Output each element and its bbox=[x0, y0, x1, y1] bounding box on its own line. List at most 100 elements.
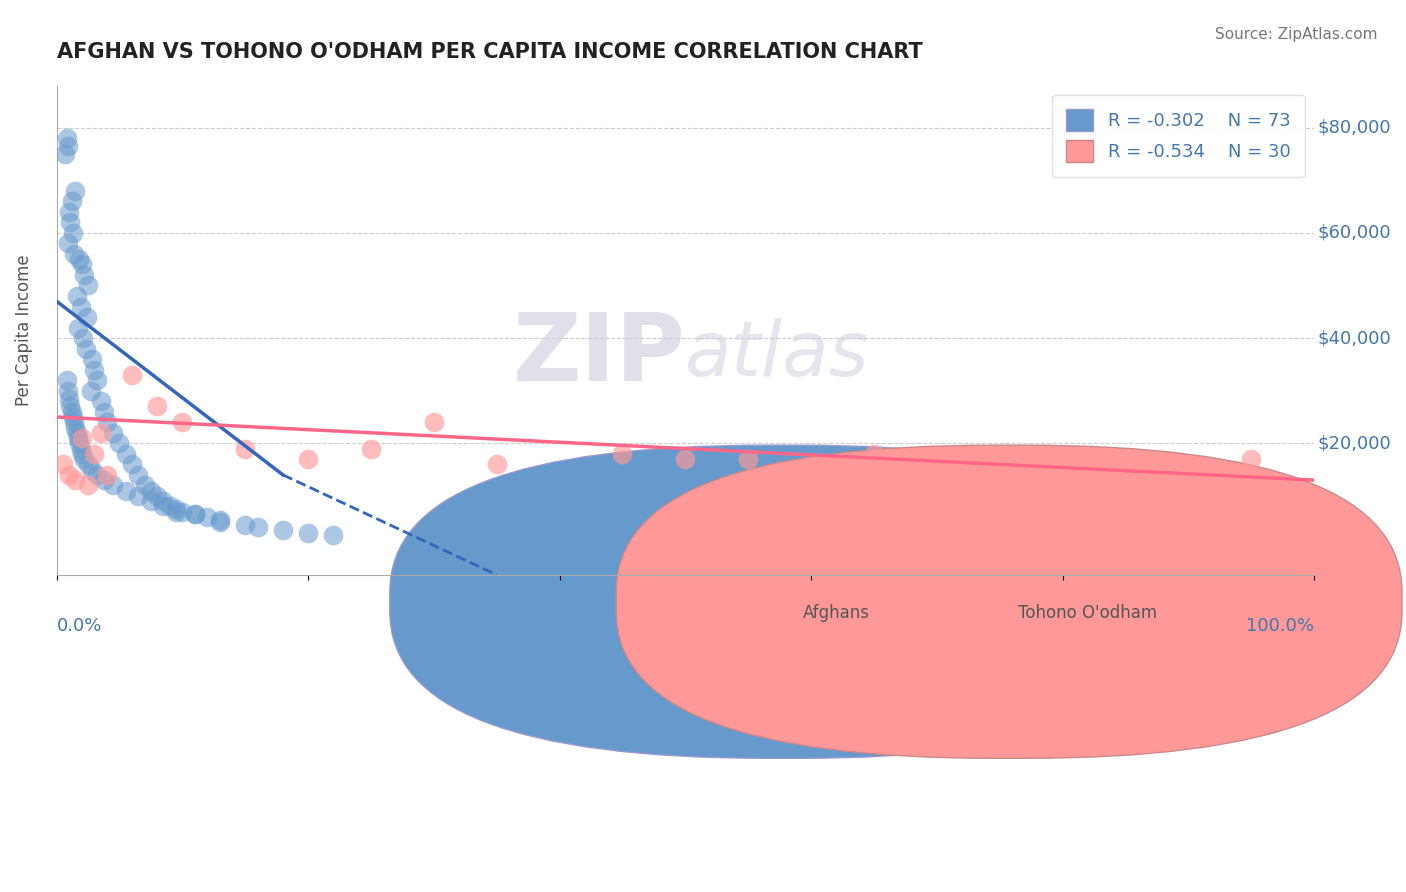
Y-axis label: Per Capita Income: Per Capita Income bbox=[15, 254, 32, 406]
Point bbox=[83, 362, 105, 376]
Text: 100.0%: 100.0% bbox=[1246, 617, 1315, 635]
Point bbox=[80, 462, 103, 476]
Point bbox=[172, 415, 194, 429]
Point bbox=[1240, 452, 1263, 467]
Point bbox=[271, 523, 294, 537]
Point bbox=[56, 236, 79, 251]
Point bbox=[988, 452, 1011, 467]
Point bbox=[360, 442, 382, 456]
Point bbox=[900, 467, 922, 482]
Point bbox=[65, 420, 87, 434]
Point bbox=[233, 442, 256, 456]
Point bbox=[52, 458, 75, 472]
Point bbox=[103, 478, 125, 492]
Point bbox=[121, 458, 143, 472]
Point bbox=[63, 415, 86, 429]
Point bbox=[70, 431, 93, 445]
Point bbox=[60, 194, 83, 209]
Point bbox=[612, 447, 634, 461]
Point bbox=[423, 415, 446, 429]
Point bbox=[114, 483, 136, 498]
Text: $40,000: $40,000 bbox=[1317, 329, 1392, 347]
Text: Tohono O'odham: Tohono O'odham bbox=[1018, 604, 1157, 623]
Point bbox=[63, 247, 86, 261]
Point bbox=[297, 525, 319, 540]
Point bbox=[66, 320, 89, 334]
Point bbox=[70, 447, 93, 461]
Point bbox=[73, 452, 96, 467]
Point bbox=[69, 300, 91, 314]
Point bbox=[77, 458, 100, 472]
Point bbox=[62, 409, 84, 424]
Point bbox=[62, 226, 84, 240]
Text: ZIP: ZIP bbox=[512, 309, 685, 401]
Point bbox=[66, 289, 89, 303]
Point bbox=[90, 425, 112, 440]
Point bbox=[172, 505, 194, 519]
FancyBboxPatch shape bbox=[389, 445, 1175, 758]
Point bbox=[77, 478, 100, 492]
Point bbox=[55, 373, 77, 387]
Point bbox=[246, 520, 269, 534]
Point bbox=[56, 139, 79, 153]
Point bbox=[146, 400, 169, 414]
Point bbox=[925, 458, 948, 472]
Point bbox=[65, 184, 87, 198]
Point bbox=[1026, 478, 1049, 492]
Legend: R = -0.302    N = 73, R = -0.534    N = 30: R = -0.302 N = 73, R = -0.534 N = 30 bbox=[1052, 95, 1305, 177]
Point bbox=[114, 447, 136, 461]
Point bbox=[152, 494, 174, 508]
Point bbox=[165, 505, 187, 519]
Point bbox=[233, 517, 256, 532]
Point bbox=[58, 392, 80, 406]
Point bbox=[134, 478, 156, 492]
Text: Source: ZipAtlas.com: Source: ZipAtlas.com bbox=[1215, 27, 1378, 42]
Point bbox=[56, 384, 79, 398]
Point bbox=[55, 147, 77, 161]
Point bbox=[108, 436, 131, 450]
Point bbox=[86, 467, 108, 482]
Point bbox=[93, 473, 115, 487]
Point bbox=[209, 515, 232, 529]
Point bbox=[69, 442, 91, 456]
Point bbox=[80, 352, 103, 367]
Point bbox=[66, 431, 89, 445]
Point bbox=[139, 494, 162, 508]
Point bbox=[96, 415, 118, 429]
Point bbox=[127, 489, 149, 503]
Point bbox=[1177, 473, 1199, 487]
Point bbox=[950, 478, 973, 492]
Point bbox=[139, 483, 162, 498]
Point bbox=[485, 458, 508, 472]
FancyBboxPatch shape bbox=[616, 445, 1402, 758]
Point bbox=[65, 473, 87, 487]
Text: Afghans: Afghans bbox=[803, 604, 870, 623]
Point bbox=[863, 447, 886, 461]
Point bbox=[75, 342, 97, 356]
Point bbox=[152, 500, 174, 514]
Point bbox=[58, 204, 80, 219]
Point bbox=[159, 500, 181, 514]
Point bbox=[76, 310, 98, 324]
Point bbox=[59, 215, 82, 229]
Point bbox=[66, 425, 89, 440]
Point bbox=[79, 384, 101, 398]
Text: $60,000: $60,000 bbox=[1317, 224, 1392, 242]
Text: $20,000: $20,000 bbox=[1317, 434, 1392, 452]
Point bbox=[93, 405, 115, 419]
Point bbox=[673, 452, 696, 467]
Point bbox=[83, 447, 105, 461]
Text: $80,000: $80,000 bbox=[1317, 119, 1392, 136]
Point bbox=[197, 510, 219, 524]
Text: AFGHAN VS TOHONO O'ODHAM PER CAPITA INCOME CORRELATION CHART: AFGHAN VS TOHONO O'ODHAM PER CAPITA INCO… bbox=[56, 42, 922, 62]
Point bbox=[825, 483, 848, 498]
Point bbox=[70, 257, 93, 271]
Point bbox=[90, 394, 112, 409]
Point bbox=[1114, 458, 1136, 472]
Point bbox=[103, 425, 125, 440]
Point bbox=[59, 400, 82, 414]
Point bbox=[77, 278, 100, 293]
Point bbox=[800, 467, 823, 482]
Text: atlas: atlas bbox=[685, 318, 870, 392]
Point bbox=[165, 502, 187, 516]
